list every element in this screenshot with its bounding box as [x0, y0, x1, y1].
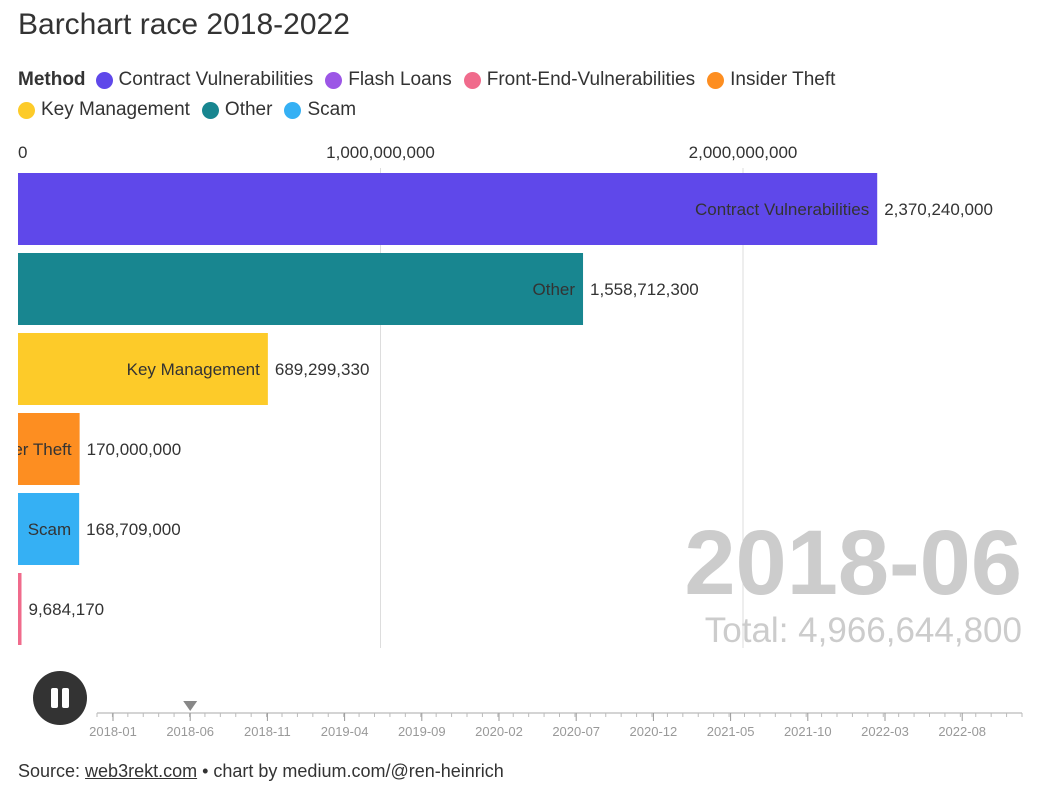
- legend-title: Method: [18, 69, 86, 90]
- legend-label: Key Management: [41, 99, 190, 120]
- legend-swatch: [707, 71, 725, 89]
- timeline-tick-label: 2018-01: [89, 724, 137, 739]
- legend-swatch: [18, 101, 35, 119]
- legend-label: Insider Theft: [730, 69, 836, 90]
- legend-item-insider-theft[interactable]: Insider Theft: [707, 68, 835, 92]
- x-tick-label: 0: [18, 143, 27, 162]
- legend-swatch: [201, 101, 219, 119]
- bar: [18, 253, 584, 325]
- legend-item-flash-loans[interactable]: Flash Loans: [325, 68, 452, 92]
- period-label: 2018-06: [684, 512, 1022, 614]
- timeline-tick-label: 2018-11: [244, 724, 291, 739]
- timeline-tick-label: 2021-05: [707, 724, 755, 739]
- legend-label: Scam: [307, 99, 357, 120]
- value-label: 170,000,000: [87, 440, 182, 459]
- bar: [18, 173, 878, 245]
- timeline-tick-label: 2020-07: [552, 724, 600, 739]
- timeline-tick-label: 2022-03: [861, 724, 909, 739]
- source-suffix: • chart by medium.com/@ren-heinrich: [197, 761, 504, 781]
- legend-label: Flash Loans: [348, 69, 452, 90]
- chart-title: Barchart race 2018-2022: [18, 8, 350, 41]
- legend-label: Other: [224, 99, 273, 120]
- value-label: 2,370,240,000: [884, 200, 993, 219]
- legend-item-scam[interactable]: Scam: [284, 98, 356, 122]
- legend-swatch: [325, 71, 343, 89]
- total-label: Total: 4,966,644,800: [705, 611, 1022, 650]
- value-label: 9,684,170: [29, 600, 105, 619]
- timeline-tick-label: 2020-02: [475, 724, 523, 739]
- timeline-tick-label: 2020-12: [630, 724, 678, 739]
- bar-label: Other: [533, 280, 576, 299]
- x-tick-label: 1,000,000,000: [326, 143, 435, 162]
- value-label: 689,299,330: [275, 360, 370, 379]
- source-link[interactable]: web3rekt.com: [85, 761, 198, 781]
- legend-item-key-management[interactable]: Key Management: [18, 98, 190, 122]
- timeline-tick-label: 2021-10: [784, 724, 832, 739]
- pause-icon: [51, 688, 58, 708]
- bar: [18, 413, 80, 485]
- value-label: 168,709,000: [86, 520, 181, 539]
- bar-chart: 0 1,000,000,000 2,000,000,000 Contract Vuln…: [0, 143, 1023, 739]
- legend-swatch: [95, 71, 113, 89]
- timeline-tick-label: 2019-09: [398, 724, 446, 739]
- pause-icon: [62, 688, 69, 708]
- bar: [18, 573, 22, 645]
- timeline-tick-label: 2022-08: [938, 724, 986, 739]
- bar-label: Key Management: [127, 360, 261, 379]
- bar: [18, 493, 80, 565]
- bar-label: Scam: [28, 520, 71, 539]
- bar-label: Insider Theft: [0, 440, 72, 459]
- legend-swatch: [463, 71, 481, 89]
- legend-label: Front-End-Vulnerabilities: [486, 69, 696, 90]
- timeline-tick-label: 2018-06: [166, 724, 214, 739]
- bar: [18, 333, 268, 405]
- legend-item-other[interactable]: Other: [201, 98, 273, 122]
- source-footer: Source: web3rekt.com • chart by medium.c…: [18, 761, 504, 782]
- value-label: 1,558,712,300: [590, 280, 699, 299]
- legend-item-front-end-vulnerabilities[interactable]: Front-End-Vulnerabilities: [463, 68, 696, 92]
- pause-button[interactable]: [33, 671, 87, 725]
- legend-item-contract-vulnerabilities[interactable]: Contract Vulnerabilities: [95, 68, 314, 92]
- x-tick-label: 2,000,000,000: [689, 143, 798, 162]
- legend: Method Contract Vulnerabilities Flash Lo…: [18, 68, 878, 122]
- source-prefix: Source:: [18, 761, 86, 781]
- legend-swatch: [284, 101, 302, 119]
- bar-label: Contract Vulnerabilities: [695, 200, 869, 219]
- timeline-handle-icon[interactable]: [183, 701, 198, 711]
- timeline-tick-label: 2019-04: [321, 724, 369, 739]
- legend-label: Contract Vulnerabilities: [118, 69, 314, 90]
